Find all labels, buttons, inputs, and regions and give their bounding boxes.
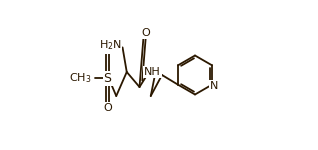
Text: O: O — [103, 103, 112, 113]
Text: N: N — [210, 81, 218, 91]
Text: CH$_3$: CH$_3$ — [69, 71, 91, 85]
Text: S: S — [104, 72, 112, 84]
Text: NH: NH — [144, 67, 161, 77]
Text: O: O — [103, 43, 112, 53]
Text: O: O — [141, 28, 150, 38]
Text: H$_2$N: H$_2$N — [99, 38, 121, 52]
